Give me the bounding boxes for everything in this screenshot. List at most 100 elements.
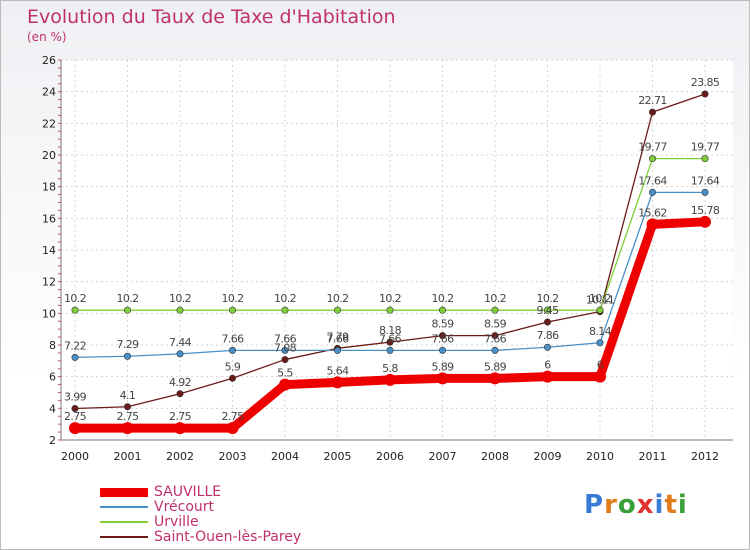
x-tick-label: 2012 <box>691 450 719 463</box>
data-label: 8.59 <box>431 318 454 331</box>
data-label: 2.75 <box>116 410 139 423</box>
data-label: 2.75 <box>64 410 87 423</box>
data-point <box>331 376 344 389</box>
data-label: 7.66 <box>431 332 454 345</box>
legend-label: Urville <box>154 514 199 530</box>
data-label: 4.92 <box>169 376 191 389</box>
data-label: 15.78 <box>691 204 720 217</box>
data-point <box>384 373 396 386</box>
data-point <box>386 338 394 346</box>
legend-label: SAUVILLE <box>154 484 222 500</box>
x-tick-label: 2011 <box>639 450 667 463</box>
data-point <box>646 218 659 231</box>
data-label: 6 <box>597 359 604 372</box>
data-label: 7.86 <box>536 329 559 342</box>
data-label: 10.2 <box>221 292 243 305</box>
data-point <box>333 306 341 314</box>
data-point <box>386 306 394 314</box>
data-point <box>491 306 499 314</box>
x-tick-label: 2006 <box>376 450 404 463</box>
data-point <box>71 353 79 361</box>
data-label: 10.11 <box>586 294 615 307</box>
data-point <box>333 346 341 354</box>
legend-swatch <box>100 506 148 508</box>
data-label: 7.66 <box>326 332 349 345</box>
data-label: 10.2 <box>589 292 611 305</box>
data-point <box>176 350 184 358</box>
data-point <box>701 90 709 98</box>
data-label: 8.59 <box>484 318 507 331</box>
y-tick-label: 10 <box>42 307 56 320</box>
data-point <box>596 339 604 347</box>
data-point <box>229 346 237 354</box>
legend-swatch <box>100 536 148 538</box>
x-tick-label: 2005 <box>324 450 352 463</box>
data-label: 10.2 <box>64 292 86 305</box>
data-label: 7.66 <box>274 332 297 345</box>
data-label: 5.5 <box>277 367 293 380</box>
data-label: 2.75 <box>169 410 192 423</box>
y-tick-label: 12 <box>42 276 56 289</box>
data-point <box>71 404 79 412</box>
y-tick-label: 20 <box>42 149 56 162</box>
data-label: 7.44 <box>169 336 192 349</box>
x-tick-label: 2009 <box>534 450 562 463</box>
data-point <box>701 188 709 196</box>
x-tick-label: 2003 <box>219 450 247 463</box>
logo-letter: r <box>604 490 618 520</box>
data-point <box>436 372 449 385</box>
data-label: 10.2 <box>116 292 138 305</box>
y-tick-label: 16 <box>42 212 56 225</box>
data-point <box>489 372 501 385</box>
logo-letter: i <box>677 490 688 520</box>
y-tick-label: 2 <box>49 434 56 447</box>
data-point <box>124 403 132 411</box>
logo-letter: i <box>654 490 665 520</box>
data-label: 22.71 <box>638 94 667 107</box>
data-point <box>438 332 446 340</box>
data-point <box>281 306 289 314</box>
data-label: 4.1 <box>120 389 136 402</box>
data-point <box>438 306 446 314</box>
data-point <box>701 155 709 163</box>
x-tick-label: 2007 <box>429 450 457 463</box>
data-label: 5.64 <box>326 364 349 377</box>
data-point <box>229 306 237 314</box>
x-tick-label: 2002 <box>166 450 194 463</box>
data-point <box>543 318 551 326</box>
data-point <box>124 352 132 360</box>
data-label: 19.77 <box>638 141 667 154</box>
data-label: 17.64 <box>691 174 720 187</box>
data-label: 9.45 <box>536 304 559 317</box>
data-label: 7.66 <box>221 332 244 345</box>
logo-letter: x <box>636 490 655 520</box>
x-tick-label: 2004 <box>271 450 299 463</box>
data-label: 10.2 <box>536 292 558 305</box>
data-label: 2.75 <box>221 410 244 423</box>
data-label: 15.62 <box>638 206 667 219</box>
data-label: 6 <box>544 359 551 372</box>
logo-letter: o <box>617 490 637 520</box>
y-tick-label: 24 <box>42 86 56 99</box>
data-label: 10.2 <box>274 292 296 305</box>
data-point <box>648 155 656 163</box>
data-point <box>279 378 291 391</box>
data-point <box>71 306 79 314</box>
data-label: 19.77 <box>691 141 720 154</box>
y-tick-label: 22 <box>42 117 56 130</box>
x-tick-label: 2001 <box>114 450 142 463</box>
data-point <box>176 306 184 314</box>
data-point <box>174 422 186 435</box>
data-point <box>541 370 554 383</box>
data-point <box>491 346 499 354</box>
data-label: 10.2 <box>379 292 401 305</box>
data-point <box>543 343 551 351</box>
data-point <box>229 374 237 382</box>
data-label: 5.9 <box>225 360 241 373</box>
data-point <box>176 390 184 398</box>
x-tick-label: 2010 <box>586 450 614 463</box>
y-tick-label: 8 <box>49 339 56 352</box>
data-label: 7.22 <box>64 339 86 352</box>
data-label: 7.08 <box>274 342 297 355</box>
y-tick-label: 4 <box>49 402 56 415</box>
